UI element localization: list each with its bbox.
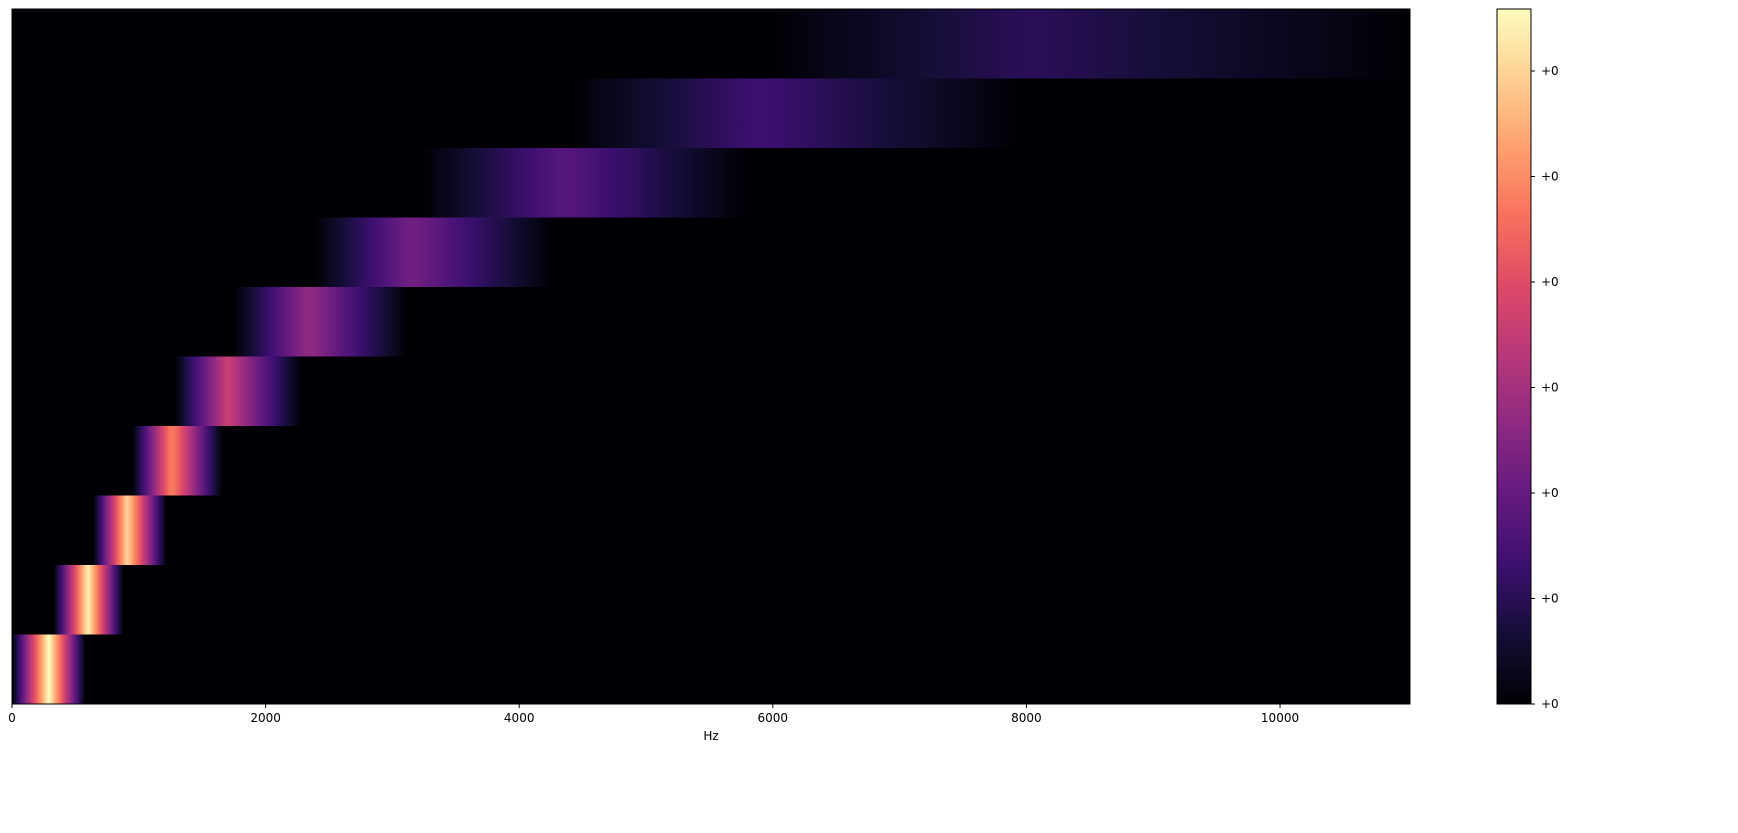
filter-band-9 <box>569 78 1021 148</box>
filter-band-8 <box>422 148 748 218</box>
heatmap-plot-area <box>11 8 1411 705</box>
filter-band-2 <box>53 565 124 635</box>
colorbar-tick-label: +0 <box>1541 697 1559 711</box>
x-tick-label: 10000 <box>1261 711 1299 725</box>
colorbar-ticks: +0 +0 +0 +0 +0 +0 +0 <box>1531 64 1559 711</box>
filter-band-7 <box>313 217 554 287</box>
filter-band-10 <box>767 9 1410 79</box>
x-axis-label: Hz <box>703 729 718 743</box>
x-tick-label: 2000 <box>250 711 281 725</box>
x-tick-label: 8000 <box>1011 711 1042 725</box>
colorbar-gradient <box>1497 9 1531 704</box>
filter-band-1 <box>12 634 86 704</box>
colorbar-tick-label: +0 <box>1541 486 1559 500</box>
colorbar-tick-label: +0 <box>1541 592 1559 606</box>
x-tick-label: 0 <box>8 711 16 725</box>
filter-band-4 <box>132 426 223 496</box>
filter-band-5 <box>174 356 302 426</box>
colorbar-frame <box>1496 8 1532 705</box>
plot-frame <box>11 8 1411 705</box>
x-tick-label: 4000 <box>504 711 535 725</box>
colorbar-tick-label: +0 <box>1541 275 1559 289</box>
filter-band-3 <box>93 495 167 565</box>
x-axis: 0 2000 4000 6000 8000 10000 <box>8 704 1299 725</box>
filter-band-6 <box>233 287 408 357</box>
colorbar-tick-label: +0 <box>1541 170 1559 184</box>
filter-bands <box>12 9 1410 704</box>
colorbar: +0 +0 +0 +0 +0 +0 +0 <box>1496 8 1559 711</box>
colorbar-tick-label: +0 <box>1541 64 1559 78</box>
colorbar-tick-label: +0 <box>1541 381 1559 395</box>
x-tick-label: 6000 <box>758 711 789 725</box>
